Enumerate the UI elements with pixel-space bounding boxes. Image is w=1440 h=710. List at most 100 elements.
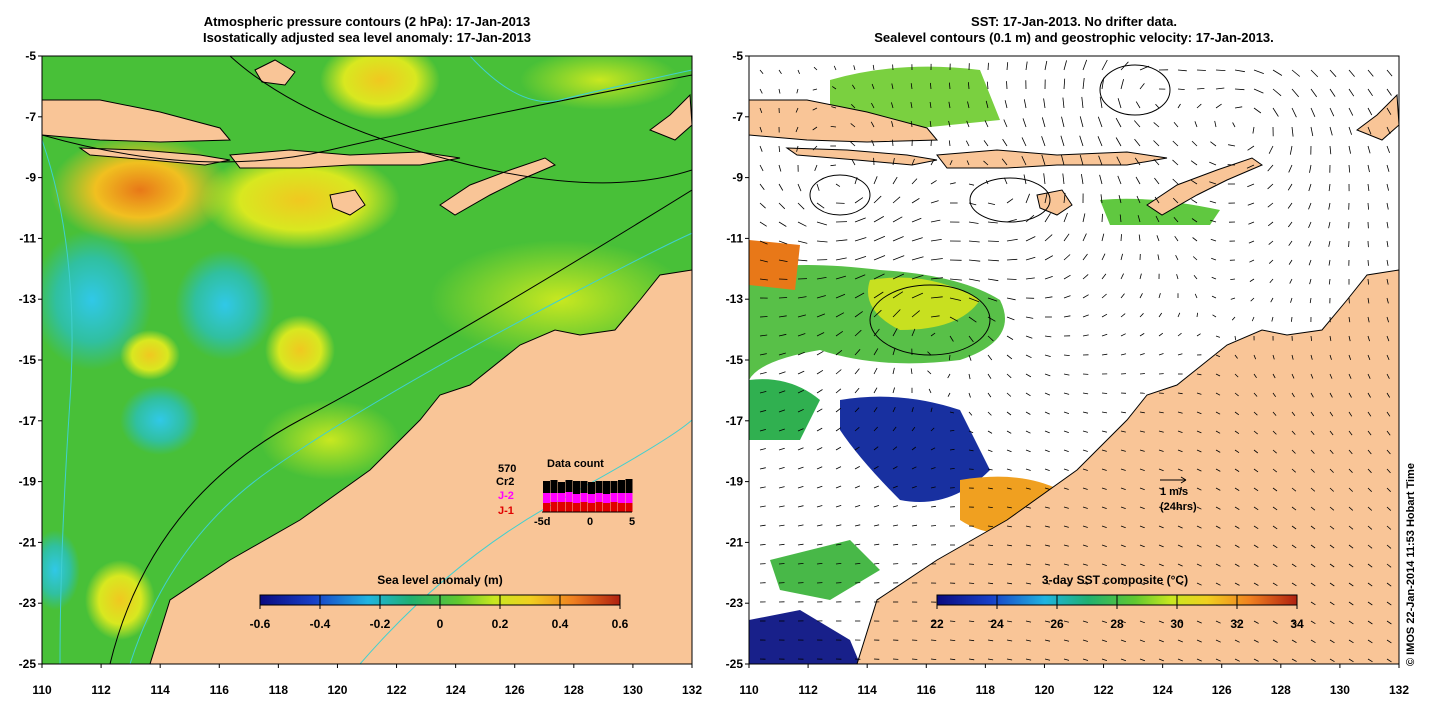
velocity-arrow	[1025, 61, 1028, 71]
velocity-arrow	[987, 354, 993, 361]
velocity-arrow	[835, 257, 847, 261]
velocity-arrow	[1006, 620, 1013, 623]
velocity-arrow	[1101, 544, 1107, 547]
colorbar-tick-label: 0.6	[612, 617, 629, 631]
velocity-arrow	[968, 449, 974, 452]
velocity-arrow	[1025, 354, 1032, 359]
velocity-arrow	[1115, 117, 1122, 128]
velocity-arrow	[911, 310, 920, 318]
velocity-arrow	[1196, 88, 1205, 90]
velocity-arrow	[1367, 525, 1373, 530]
velocity-arrow	[1267, 183, 1274, 190]
velocity-arrow	[1270, 297, 1274, 303]
velocity-arrow	[1367, 373, 1371, 379]
velocity-arrow	[948, 101, 951, 109]
velocity-arrow	[1133, 120, 1141, 128]
velocity-arrow	[1120, 234, 1122, 242]
velocity-arrow	[1063, 192, 1066, 204]
velocity-arrow	[1101, 273, 1107, 280]
velocity-arrow	[1174, 235, 1179, 242]
velocity-arrow	[1191, 140, 1198, 147]
y-tick-label: -5	[25, 49, 36, 63]
velocity-arrow	[1348, 620, 1354, 625]
velocity-arrow	[987, 544, 994, 546]
velocity-arrow	[1328, 183, 1331, 192]
velocity-arrow	[797, 543, 804, 546]
velocity-arrow	[1291, 544, 1297, 549]
right-colorbar-ticks: 22 24 26 28 30 32 34	[930, 595, 1304, 631]
velocity-arrow	[1196, 563, 1202, 567]
data-count-bar-j1	[618, 503, 625, 512]
velocity-arrow	[1291, 373, 1295, 379]
velocity-arrow	[930, 258, 943, 261]
velocity-arrow	[1139, 639, 1145, 643]
velocity-arrow	[1139, 313, 1144, 318]
velocity-arrow	[1196, 392, 1202, 395]
velocity-arrow	[1157, 254, 1160, 261]
velocity-arrow	[1272, 639, 1278, 643]
velocity-arrow	[853, 65, 856, 71]
velocity-arrow	[1196, 639, 1202, 643]
velocity-arrow	[1291, 392, 1295, 398]
colorbar-tick-label: 0.2	[492, 617, 509, 631]
y-tick-label: -15	[19, 353, 37, 367]
velocity-arrow	[830, 164, 837, 167]
pressure-contour	[109, 189, 692, 664]
velocity-arrow	[1310, 658, 1316, 662]
velocity-arrow	[1386, 544, 1392, 549]
velocity-arrow	[930, 525, 937, 527]
velocity-arrow	[1158, 525, 1164, 529]
velocity-arrow	[759, 126, 763, 133]
island-flores	[936, 149, 1168, 169]
x-tick-label: 126	[1212, 683, 1232, 697]
velocity-arrow	[1310, 373, 1314, 379]
velocity-arrow	[778, 240, 788, 245]
velocity-arrow	[1082, 59, 1088, 71]
velocity-arrow	[1003, 119, 1008, 128]
velocity-arrow	[1177, 487, 1183, 491]
velocity-arrow	[1006, 258, 1018, 261]
velocity-arrow	[1348, 164, 1351, 173]
velocity-arrow	[1158, 312, 1163, 318]
velocity-arrow	[1177, 353, 1183, 356]
velocity-arrow	[1348, 335, 1351, 342]
velocity-arrow	[987, 430, 993, 434]
velocity-arrow	[1348, 639, 1354, 644]
x-tick-label: 122	[387, 683, 407, 697]
velocity-arrow	[949, 430, 955, 432]
velocity-arrow	[1234, 639, 1240, 643]
velocity-arrow	[854, 387, 860, 394]
velocity-arrow	[910, 368, 913, 375]
velocity-arrow	[873, 195, 882, 204]
velocity-arrow	[1120, 582, 1126, 586]
velocity-arrow	[1386, 354, 1390, 361]
velocity-arrow	[911, 466, 917, 470]
velocity-arrow	[1139, 83, 1145, 90]
velocity-arrow	[966, 120, 970, 128]
velocity-arrow	[1386, 69, 1393, 77]
velocity-arrow	[759, 334, 768, 337]
velocity-arrow	[797, 240, 808, 244]
velocity-arrow	[1082, 411, 1089, 414]
velocity-arrow	[1268, 145, 1274, 154]
velocity-arrow	[797, 389, 805, 394]
velocity-arrow	[1177, 332, 1182, 337]
velocity-arrow	[1158, 582, 1164, 586]
velocity-arrow	[1247, 145, 1255, 151]
velocity-arrow	[966, 160, 970, 166]
velocity-arrow	[987, 506, 993, 508]
velocity-arrow	[987, 411, 992, 416]
velocity-arrow	[1253, 506, 1259, 511]
velocity-arrow	[1043, 98, 1046, 109]
velocity-arrow	[1063, 233, 1070, 242]
velocity-arrow	[965, 140, 970, 147]
velocity-arrow	[930, 239, 942, 242]
velocity-arrow	[1328, 221, 1331, 229]
velocity-arrow	[1348, 601, 1354, 606]
velocity-arrow	[1172, 159, 1179, 166]
velocity-arrow	[1101, 213, 1103, 223]
velocity-arrow	[816, 313, 826, 318]
velocity-arrow	[1044, 487, 1050, 490]
y-tick-label: -23	[726, 596, 744, 610]
velocity-arrow	[1006, 525, 1012, 528]
